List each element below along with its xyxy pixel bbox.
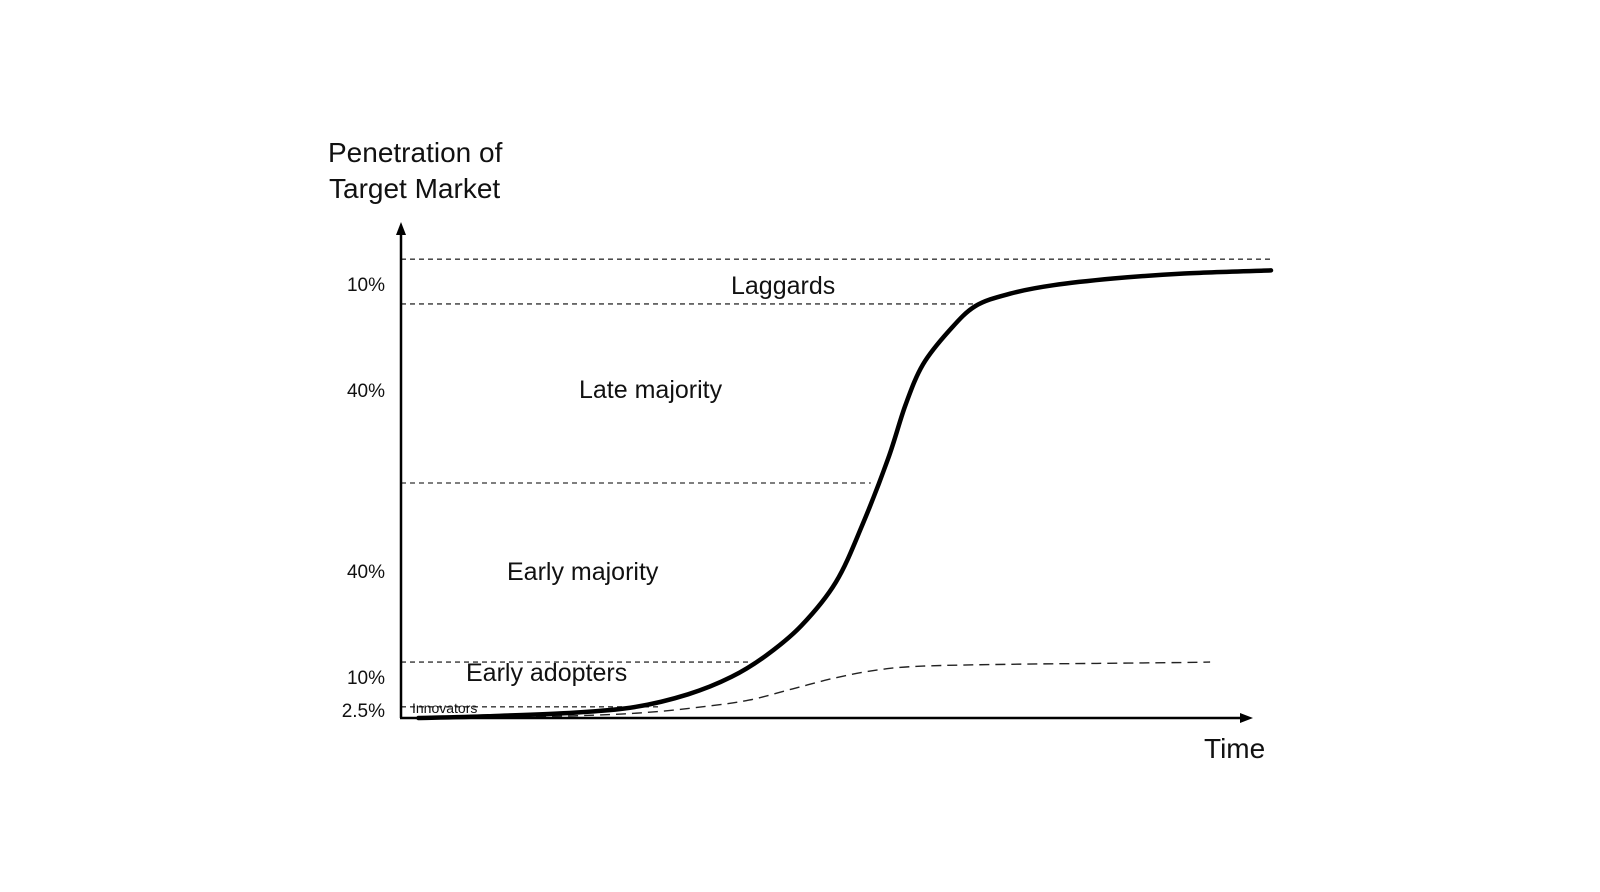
x-axis-arrowhead xyxy=(1240,713,1253,723)
y-axis-title-line-2: Target Market xyxy=(329,173,500,204)
adoption-rate-curve xyxy=(487,661,1211,719)
share-label-early-majority: 40% xyxy=(347,562,385,583)
segment-label-late-majority: Late majority xyxy=(579,376,723,404)
segment-label-early-majority: Early majority xyxy=(507,558,659,586)
segment-label-laggards: Laggards xyxy=(731,272,835,300)
cumulative-adoption-curve xyxy=(416,268,1274,721)
share-label-late-majority: 40% xyxy=(347,381,385,402)
segment-labels: Laggards Late majority Early majority Ea… xyxy=(342,272,836,722)
share-label-laggards: 10% xyxy=(347,275,385,296)
share-label-early-adopters: 10% xyxy=(347,668,385,689)
x-axis-title: Time xyxy=(1204,733,1265,764)
share-label-innovators: 2.5% xyxy=(342,701,385,722)
segment-label-innovators: Innovators xyxy=(412,700,477,716)
segment-boundaries xyxy=(401,258,1271,708)
y-axis-arrowhead xyxy=(396,222,406,235)
segment-label-early-adopters: Early adopters xyxy=(466,659,627,687)
y-axis-title-line-1: Penetration of xyxy=(328,137,503,168)
